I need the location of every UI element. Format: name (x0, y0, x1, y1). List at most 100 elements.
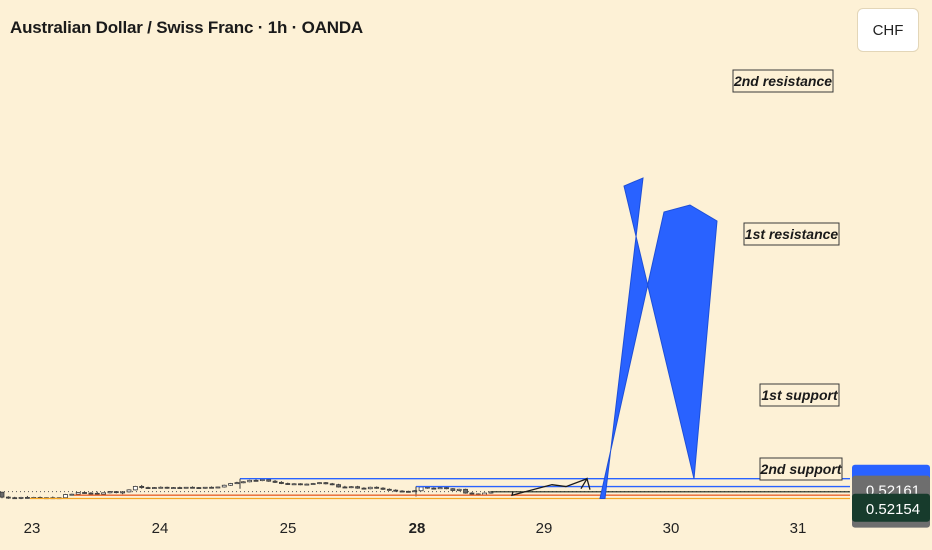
badge-bg (852, 493, 930, 522)
candle-body (18, 497, 24, 499)
candle (342, 485, 348, 489)
candle (240, 481, 246, 484)
candle (228, 482, 234, 486)
candle (310, 482, 316, 485)
candle-body (63, 494, 68, 499)
candle-body (399, 490, 405, 493)
x-tick-label: 31 (790, 520, 807, 537)
candle-body (405, 490, 411, 493)
projection-path (511, 478, 588, 497)
annotation-box (732, 69, 834, 93)
candle (82, 491, 87, 494)
candle (196, 486, 202, 489)
candle (399, 490, 405, 493)
candle (5, 496, 11, 499)
annotation-text: 1st resistance (745, 226, 839, 242)
candle (158, 486, 164, 489)
x-tick-label: 24 (152, 520, 169, 537)
candle (18, 496, 24, 500)
candle-body (0, 491, 5, 498)
annotation-box (743, 222, 840, 246)
currency-button[interactable]: CHF (857, 8, 919, 52)
candle-body (285, 483, 291, 485)
candle (304, 483, 310, 486)
annotation-box (759, 457, 843, 481)
candle-body (323, 482, 329, 485)
candle (355, 485, 361, 489)
candle (171, 486, 176, 489)
x-tick-label: 28 (409, 520, 426, 537)
candle-body (164, 486, 170, 489)
candle-body (367, 486, 373, 490)
candle (101, 492, 106, 495)
last-price-badge: 0.52154 (852, 493, 930, 522)
candle-body (171, 487, 176, 489)
candle (69, 493, 75, 496)
candle-body (418, 486, 424, 492)
candle-body (145, 487, 151, 489)
candle (469, 492, 475, 495)
candle-body (177, 487, 183, 489)
candle-body (113, 491, 119, 494)
candle-body (412, 490, 418, 493)
candle (329, 482, 335, 486)
candle (177, 486, 183, 489)
candle-body (75, 492, 81, 495)
candle (0, 491, 5, 499)
candle-body (469, 492, 475, 495)
candle (234, 481, 240, 485)
candle-body (228, 483, 234, 486)
candle (132, 485, 138, 491)
candle (190, 486, 195, 489)
candle (450, 488, 456, 491)
candle-body (329, 483, 335, 486)
candle-body (317, 482, 322, 485)
candle-body (94, 492, 100, 495)
annotation-label: 2nd support (759, 457, 843, 481)
candle-body (431, 487, 437, 490)
candle-body (88, 492, 94, 495)
candle-body (202, 486, 208, 489)
candle-body (24, 497, 30, 499)
candle-body (348, 486, 354, 489)
candle-body (101, 492, 106, 495)
candle-body (183, 486, 189, 489)
candle-body (126, 489, 132, 493)
candle-body (278, 481, 284, 484)
candle-body (107, 491, 113, 494)
candle-body (456, 488, 462, 491)
candle-body (221, 484, 227, 488)
x-tick-label: 30 (663, 520, 680, 537)
candle (88, 492, 94, 495)
candle (367, 486, 373, 490)
candle (393, 489, 399, 492)
candle (380, 487, 386, 490)
annotation-text: 2nd support (760, 461, 843, 477)
candle (291, 483, 297, 486)
candle (285, 482, 291, 485)
candle (120, 491, 126, 495)
candle-body (69, 493, 75, 496)
annotation-label: 2nd resistance (732, 69, 834, 93)
candle-body (82, 492, 87, 494)
candle (164, 486, 170, 489)
candle (215, 486, 221, 489)
candle (298, 483, 303, 486)
candle-body (158, 486, 164, 489)
annotation-text: 1st support (761, 387, 839, 403)
candle (139, 484, 145, 489)
candle (94, 491, 100, 495)
annotation-text: 2nd resistance (733, 73, 832, 89)
candle (12, 496, 18, 500)
candle (412, 490, 418, 493)
candle-body (209, 486, 214, 489)
candle (431, 487, 437, 490)
projection-arrow (599, 177, 718, 499)
candle-body (386, 488, 392, 491)
candle-body (298, 483, 303, 486)
annotation-label: 1st support (759, 383, 840, 407)
candle-body (374, 486, 380, 489)
candle (145, 486, 151, 490)
